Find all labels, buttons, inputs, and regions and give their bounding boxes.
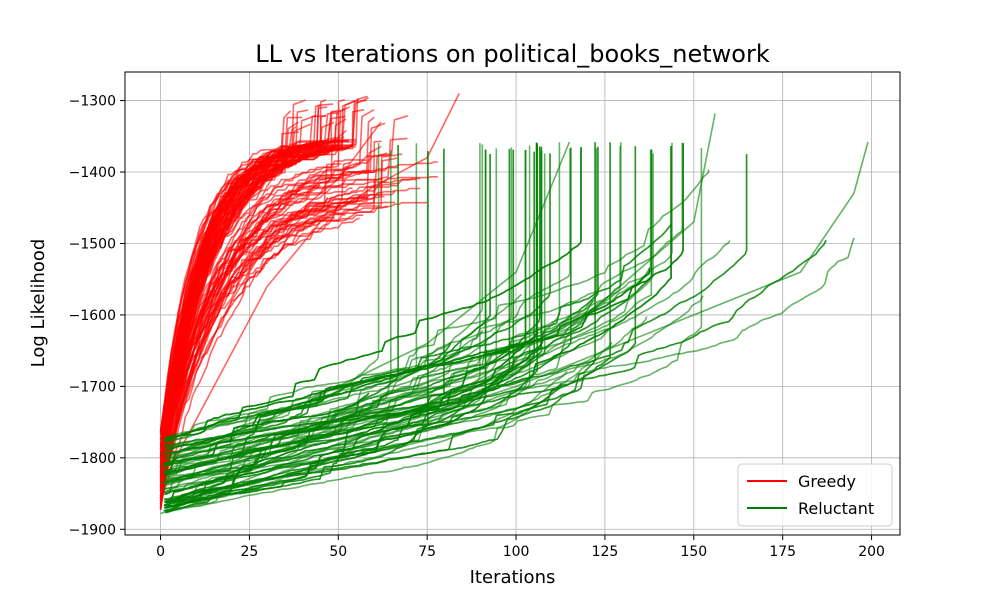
y-tick-label: −1300 xyxy=(69,94,116,110)
series-line xyxy=(159,214,364,493)
y-tick-label: −1600 xyxy=(69,308,116,324)
series-line xyxy=(159,99,327,469)
series-line xyxy=(166,142,596,504)
series-line xyxy=(159,145,382,504)
series-layer xyxy=(159,93,869,515)
series-line xyxy=(159,195,385,491)
series-line xyxy=(163,146,672,507)
series-line xyxy=(159,166,399,471)
legend-box xyxy=(737,463,893,527)
x-tick-label: 175 xyxy=(769,544,796,560)
series-line xyxy=(163,154,748,503)
series-line xyxy=(165,150,527,509)
series-reluctant xyxy=(160,113,869,515)
legend: Greedy Reluctant xyxy=(737,463,893,527)
y-tick-label: −1800 xyxy=(69,451,116,467)
series-line xyxy=(159,140,382,502)
y-axis-title: Log Likelihood xyxy=(28,239,49,368)
y-tick-label: −1900 xyxy=(69,522,116,538)
x-tick-label: 50 xyxy=(329,544,347,560)
series-line xyxy=(165,239,827,503)
series-line xyxy=(160,141,869,515)
x-axis-title: Iterations xyxy=(470,567,556,588)
plot-frame xyxy=(124,71,901,536)
chart-title: LL vs Iterations on political_books_netw… xyxy=(255,40,770,68)
series-line xyxy=(159,178,383,499)
series-line xyxy=(163,329,484,493)
series-line xyxy=(164,268,651,443)
x-tick-label: 150 xyxy=(680,544,707,560)
y-tick-label: −1500 xyxy=(69,236,116,252)
series-greedy xyxy=(159,93,460,511)
x-tick-label: 200 xyxy=(858,544,885,560)
series-line xyxy=(164,147,582,441)
series-line xyxy=(164,143,684,452)
series-line xyxy=(159,201,396,458)
x-tick-label: 25 xyxy=(241,544,259,560)
series-line xyxy=(163,392,370,455)
series-line xyxy=(165,148,511,509)
x-tick-label: 125 xyxy=(592,544,619,560)
series-line xyxy=(166,142,622,444)
series-line xyxy=(166,240,731,463)
legend-label-greedy: Greedy xyxy=(798,472,856,491)
x-axis: 0 25 50 75 100 125 150 175 200 xyxy=(156,535,885,560)
legend-label-reluctant: Reluctant xyxy=(798,499,874,518)
series-line xyxy=(159,142,332,450)
series-line xyxy=(159,112,338,480)
x-tick-label: 75 xyxy=(418,544,436,560)
series-line xyxy=(164,149,653,509)
y-axis: −1900 −1800 −1700 −1600 −1500 −1400 −1300 xyxy=(69,94,125,538)
x-tick-label: 0 xyxy=(156,544,165,560)
series-line xyxy=(159,137,408,433)
series-line xyxy=(159,99,367,467)
series-line xyxy=(165,149,487,504)
y-tick-label: −1400 xyxy=(69,165,116,181)
series-line xyxy=(159,108,365,446)
series-line xyxy=(163,142,561,494)
series-line xyxy=(163,142,684,443)
y-tick-label: −1700 xyxy=(69,379,116,395)
x-tick-label: 100 xyxy=(503,544,530,560)
series-line xyxy=(166,387,555,511)
